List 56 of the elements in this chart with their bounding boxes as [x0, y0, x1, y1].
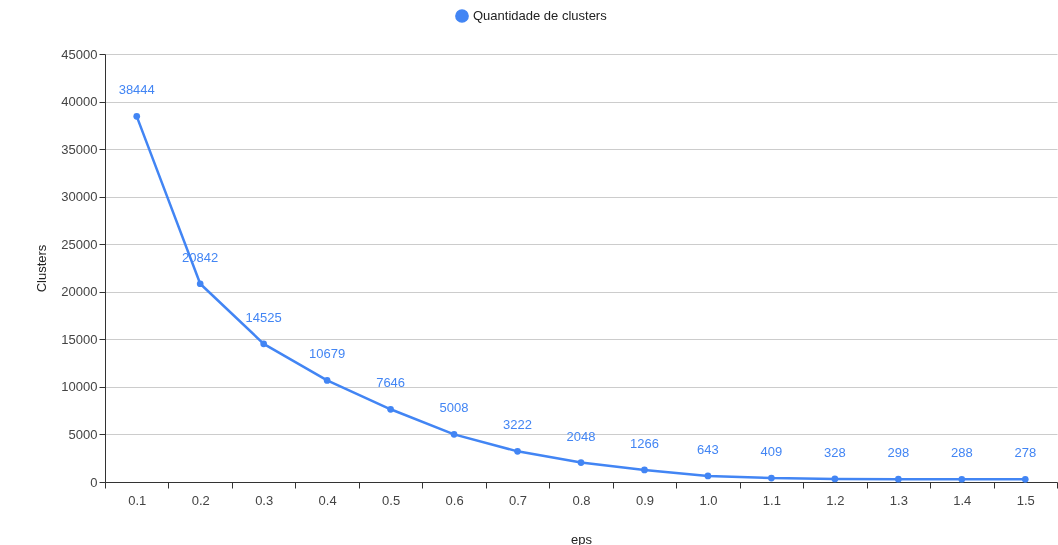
point [831, 475, 839, 483]
point [894, 475, 902, 483]
y-tick-label: 20000 [61, 284, 98, 300]
y-tick-label: 30000 [61, 189, 98, 205]
x-tick-label: 0.9 [635, 492, 655, 508]
x-tick-label: 1.1 [762, 492, 781, 508]
y-tick-label: 15000 [61, 331, 98, 347]
data-label: 2048 [566, 428, 596, 444]
data-label: 409 [760, 444, 783, 460]
data-label: 298 [887, 445, 910, 461]
point [133, 113, 141, 120]
point [958, 475, 966, 483]
y-tick-label: 40000 [61, 94, 98, 110]
data-label: 38444 [118, 82, 155, 98]
data-label: 288 [950, 445, 973, 461]
y-tick-label: 25000 [61, 236, 98, 252]
x-tick-label: 1.5 [1016, 492, 1035, 508]
y-tick-label: 45000 [61, 46, 98, 62]
y-tick-label: 0 [90, 474, 98, 490]
point [196, 280, 204, 288]
data-label: 5008 [439, 400, 469, 416]
x-tick-label: 0.7 [508, 492, 528, 508]
y-tick-label: 5000 [68, 426, 98, 442]
data-label: 328 [824, 444, 846, 460]
x-tick-label: 0.4 [318, 492, 337, 508]
point [577, 459, 585, 466]
data-label: 278 [1014, 445, 1037, 461]
point [260, 340, 268, 348]
data-label: 1266 [630, 435, 659, 451]
point [1021, 476, 1029, 483]
x-tick-label: 0.2 [191, 492, 210, 508]
y-tick-label: 10000 [61, 379, 98, 395]
data-label: 643 [697, 441, 719, 457]
x-tick-label: 0.3 [255, 492, 274, 508]
data-label: 3222 [503, 417, 532, 433]
point [450, 431, 458, 438]
point [704, 472, 712, 480]
x-tick-label: 1.3 [889, 492, 908, 508]
point [641, 466, 648, 474]
point [323, 377, 331, 384]
x-tick-label: 0.8 [572, 492, 591, 508]
point [387, 405, 394, 413]
x-tick-label: 0.5 [382, 492, 401, 508]
data-label: 14525 [245, 309, 282, 325]
point [768, 474, 775, 482]
point [514, 448, 521, 455]
x-tick-label: 1.0 [699, 492, 718, 508]
y-tick-label: 35000 [61, 141, 98, 157]
x-tick-label: 1.4 [953, 492, 972, 508]
data-label: 7646 [376, 375, 406, 391]
x-tick-label: 0.6 [445, 492, 464, 508]
legend-label: Quantidade de clusters [473, 8, 608, 23]
data-label: 10679 [309, 346, 346, 362]
x-tick-label: 0.1 [128, 492, 147, 508]
y-axis-title: Clusters [34, 244, 50, 293]
x-tick-label: 1.2 [826, 492, 845, 508]
